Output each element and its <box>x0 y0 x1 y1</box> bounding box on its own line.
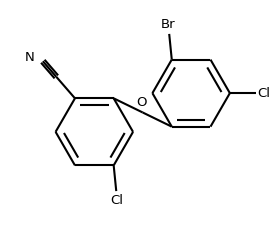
Text: Br: Br <box>161 18 175 31</box>
Text: O: O <box>136 96 147 109</box>
Text: N: N <box>25 51 34 64</box>
Text: Cl: Cl <box>257 87 270 100</box>
Text: Cl: Cl <box>110 194 123 207</box>
